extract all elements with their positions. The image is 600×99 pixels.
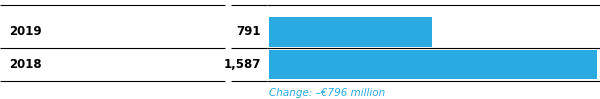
- Bar: [269, 50, 597, 79]
- Bar: [269, 17, 433, 47]
- Text: 791: 791: [236, 25, 261, 38]
- Text: 2019: 2019: [9, 25, 41, 38]
- Text: Change: –€796 million: Change: –€796 million: [269, 88, 385, 98]
- Text: 2018: 2018: [9, 58, 41, 71]
- Text: 1,587: 1,587: [224, 58, 261, 71]
